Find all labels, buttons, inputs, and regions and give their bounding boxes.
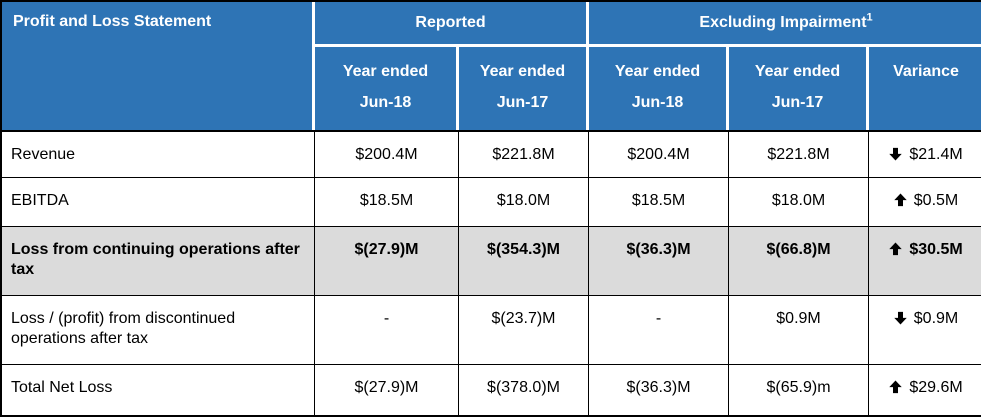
- variance-value: $0.5M: [913, 191, 959, 209]
- variance-value: $21.4M: [909, 146, 963, 163]
- table-row-ebitda: EBITDA $18.5M $18.0M $18.5M $18.0M $0.5M: [2, 177, 981, 227]
- column-header-line1: Year ended: [754, 63, 841, 80]
- cell-reported-jun17: $221.8M: [459, 130, 590, 178]
- table-row-total-net-loss: Total Net Loss $(27.9)M $(378.0)M $(36.3…: [2, 365, 981, 415]
- cell-excluding-jun17: $0.9M: [729, 295, 870, 366]
- row-label: Loss from continuing operations after ta…: [2, 226, 315, 296]
- cell-variance: $0.5M: [869, 177, 981, 227]
- column-header-line2: Jun-17: [496, 94, 549, 111]
- down-arrow-icon: [889, 145, 903, 165]
- cell-excluding-jun18: $18.5M: [589, 177, 730, 227]
- column-header-line2: Jun-17: [771, 94, 824, 111]
- cell-excluding-jun18: $(36.3)M: [589, 365, 730, 415]
- cell-variance: $29.6M: [869, 365, 981, 415]
- cell-excluding-jun18: $(36.3)M: [589, 226, 730, 296]
- cell-reported-jun17: $(23.7)M: [459, 295, 590, 366]
- cell-reported-jun17: $(354.3)M: [459, 226, 590, 296]
- column-header-reported-jun18: Year ended Jun-18: [315, 47, 459, 130]
- group-header-reported: Reported: [315, 2, 590, 47]
- column-header-line1: Year ended: [479, 63, 566, 80]
- table-title: Profit and Loss Statement: [13, 13, 212, 30]
- group-header-excluding-impairment-superscript: 1: [866, 11, 873, 24]
- group-header-excluding-impairment: Excluding Impairment1: [589, 2, 981, 47]
- cell-reported-jun18: $(27.9)M: [315, 365, 459, 415]
- column-header-line2: Jun-18: [631, 94, 684, 111]
- cell-reported-jun18: $(27.9)M: [315, 226, 459, 296]
- row-label: Loss / (profit) from discontinued operat…: [2, 295, 315, 366]
- table-row-loss-continuing-operations: Loss from continuing operations after ta…: [2, 226, 981, 296]
- cell-reported-jun18: -: [315, 295, 459, 366]
- variance-value: $29.6M: [909, 379, 963, 397]
- cell-reported-jun17: $(378.0)M: [459, 365, 590, 415]
- column-header-row: Year ended Jun-18 Year ended Jun-17 Year…: [2, 47, 981, 130]
- up-arrow-icon: [889, 240, 903, 260]
- group-header-row: Profit and Loss Statement Reported Exclu…: [2, 2, 981, 130]
- cell-reported-jun18: $18.5M: [315, 177, 459, 227]
- column-header-reported-jun17: Year ended Jun-17: [459, 47, 590, 130]
- cell-excluding-jun18: -: [589, 295, 730, 366]
- group-header-excluding-impairment-label: Excluding Impairment: [699, 14, 867, 31]
- variance-value: $30.5M: [909, 240, 963, 258]
- cell-excluding-jun18: $200.4M: [589, 130, 730, 178]
- up-arrow-icon: [889, 378, 903, 398]
- column-header-excluding-jun17: Year ended Jun-17: [729, 47, 870, 130]
- row-label: EBITDA: [2, 177, 315, 227]
- cell-excluding-jun17: $(65.9)m: [729, 365, 870, 415]
- column-header-line2: Jun-18: [359, 94, 412, 111]
- cell-variance: $21.4M: [869, 130, 981, 178]
- table-title-cell: Profit and Loss Statement: [2, 2, 315, 130]
- down-arrow-icon: [894, 309, 907, 329]
- row-label: Revenue: [2, 130, 315, 178]
- cell-reported-jun17: $18.0M: [459, 177, 590, 227]
- cell-variance: $0.9M: [869, 295, 981, 366]
- cell-reported-jun18: $200.4M: [315, 130, 459, 178]
- variance-value: $0.9M: [913, 309, 959, 327]
- row-label: Total Net Loss: [2, 365, 315, 415]
- up-arrow-icon: [894, 191, 907, 211]
- cell-excluding-jun17: $221.8M: [729, 130, 870, 178]
- table-row-revenue: Revenue $200.4M $221.8M $200.4M $221.8M …: [2, 130, 981, 178]
- cell-variance: $30.5M: [869, 226, 981, 296]
- column-header-variance: Variance: [869, 47, 981, 130]
- column-header-line1: Year ended: [614, 63, 701, 80]
- cell-excluding-jun17: $18.0M: [729, 177, 870, 227]
- column-header-line1: Variance: [893, 63, 959, 80]
- table-row-loss-discontinued-operations: Loss / (profit) from discontinued operat…: [2, 295, 981, 366]
- column-header-line1: Year ended: [342, 63, 429, 80]
- column-header-excluding-jun18: Year ended Jun-18: [589, 47, 730, 130]
- cell-excluding-jun17: $(66.8)M: [729, 226, 870, 296]
- group-header-reported-label: Reported: [415, 14, 486, 31]
